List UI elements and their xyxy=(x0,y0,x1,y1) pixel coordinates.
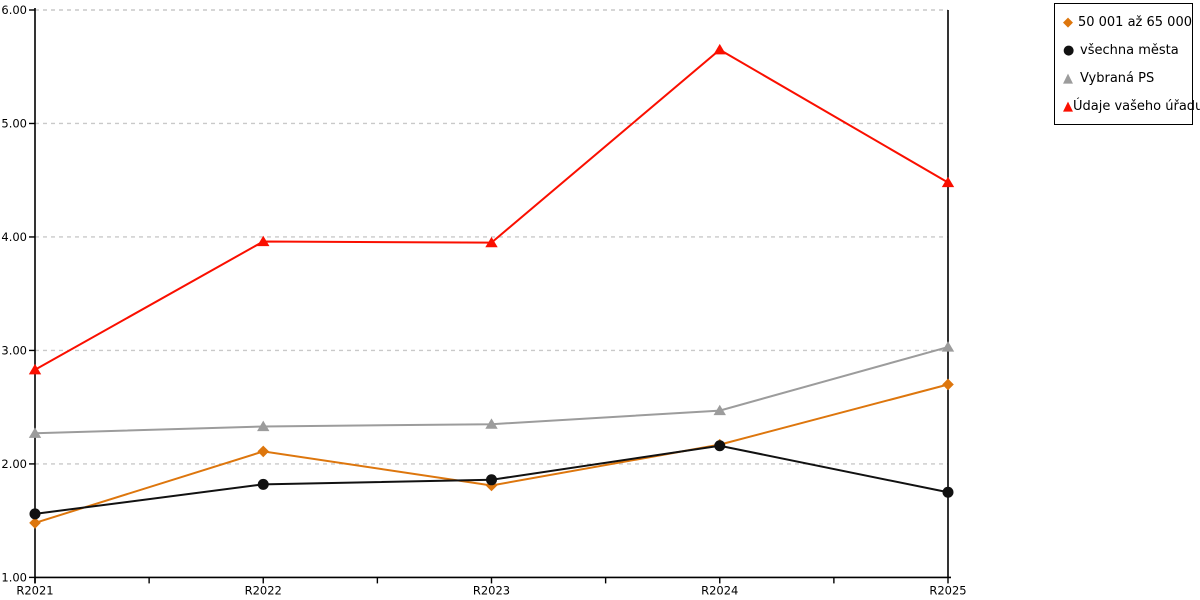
data-point xyxy=(942,378,954,391)
legend-label: 50 001 až 65 000 xyxy=(1077,14,1192,30)
y-axis-label: 1.00 xyxy=(1,570,27,584)
legend-label: všechna města xyxy=(1080,42,1179,58)
data-point xyxy=(257,478,269,490)
x-axis-label: R2024 xyxy=(701,583,738,597)
legend-item-gray: ▲ Vybraná PS xyxy=(1063,72,1192,85)
series-line-0 xyxy=(34,383,949,524)
diamond-marker-icon: ◆ xyxy=(1063,14,1073,30)
legend-item-orange: ◆ 50 001 až 65 000 xyxy=(1063,16,1192,29)
y-axis-label: 4.00 xyxy=(1,230,27,244)
data-point xyxy=(29,517,41,529)
triangle-marker-icon: ▲ xyxy=(1063,98,1073,114)
data-point xyxy=(257,235,270,247)
data-point xyxy=(257,420,270,432)
legend-item-red: ▲ Údaje vašeho úřadu xyxy=(1063,98,1200,114)
data-point xyxy=(713,43,726,55)
circle-marker-icon: ● xyxy=(1063,42,1075,58)
x-axis-label: R2023 xyxy=(473,583,510,597)
data-point xyxy=(485,236,498,248)
data-point xyxy=(257,445,270,458)
data-point xyxy=(29,508,41,520)
y-axis-label: 6.00 xyxy=(1,3,27,17)
data-point xyxy=(942,486,954,498)
y-axis-label: 3.00 xyxy=(1,343,27,357)
data-point xyxy=(486,474,497,486)
data-point xyxy=(485,418,498,429)
data-point xyxy=(941,176,955,188)
y-axis-label: 5.00 xyxy=(1,116,27,130)
legend-item-black: ● všechna města xyxy=(1063,44,1192,57)
x-axis-label: R2021 xyxy=(16,583,53,597)
data-point xyxy=(713,404,726,416)
data-point xyxy=(28,363,42,375)
x-axis-label: R2022 xyxy=(245,583,282,597)
triangle-marker-icon: ▲ xyxy=(1063,70,1073,86)
x-axis-label: R2025 xyxy=(929,583,966,597)
chart-legend: ◆ 50 001 až 65 000 ● všechna města ▲ Vyb… xyxy=(1054,3,1200,125)
data-point xyxy=(714,440,726,452)
legend-label: Vybraná PS xyxy=(1080,70,1155,86)
series-line-3 xyxy=(34,48,949,371)
data-point xyxy=(28,427,42,438)
y-axis-label: 2.00 xyxy=(1,457,27,471)
legend-label: Údaje vašeho úřadu xyxy=(1073,98,1200,114)
data-point xyxy=(941,341,955,352)
